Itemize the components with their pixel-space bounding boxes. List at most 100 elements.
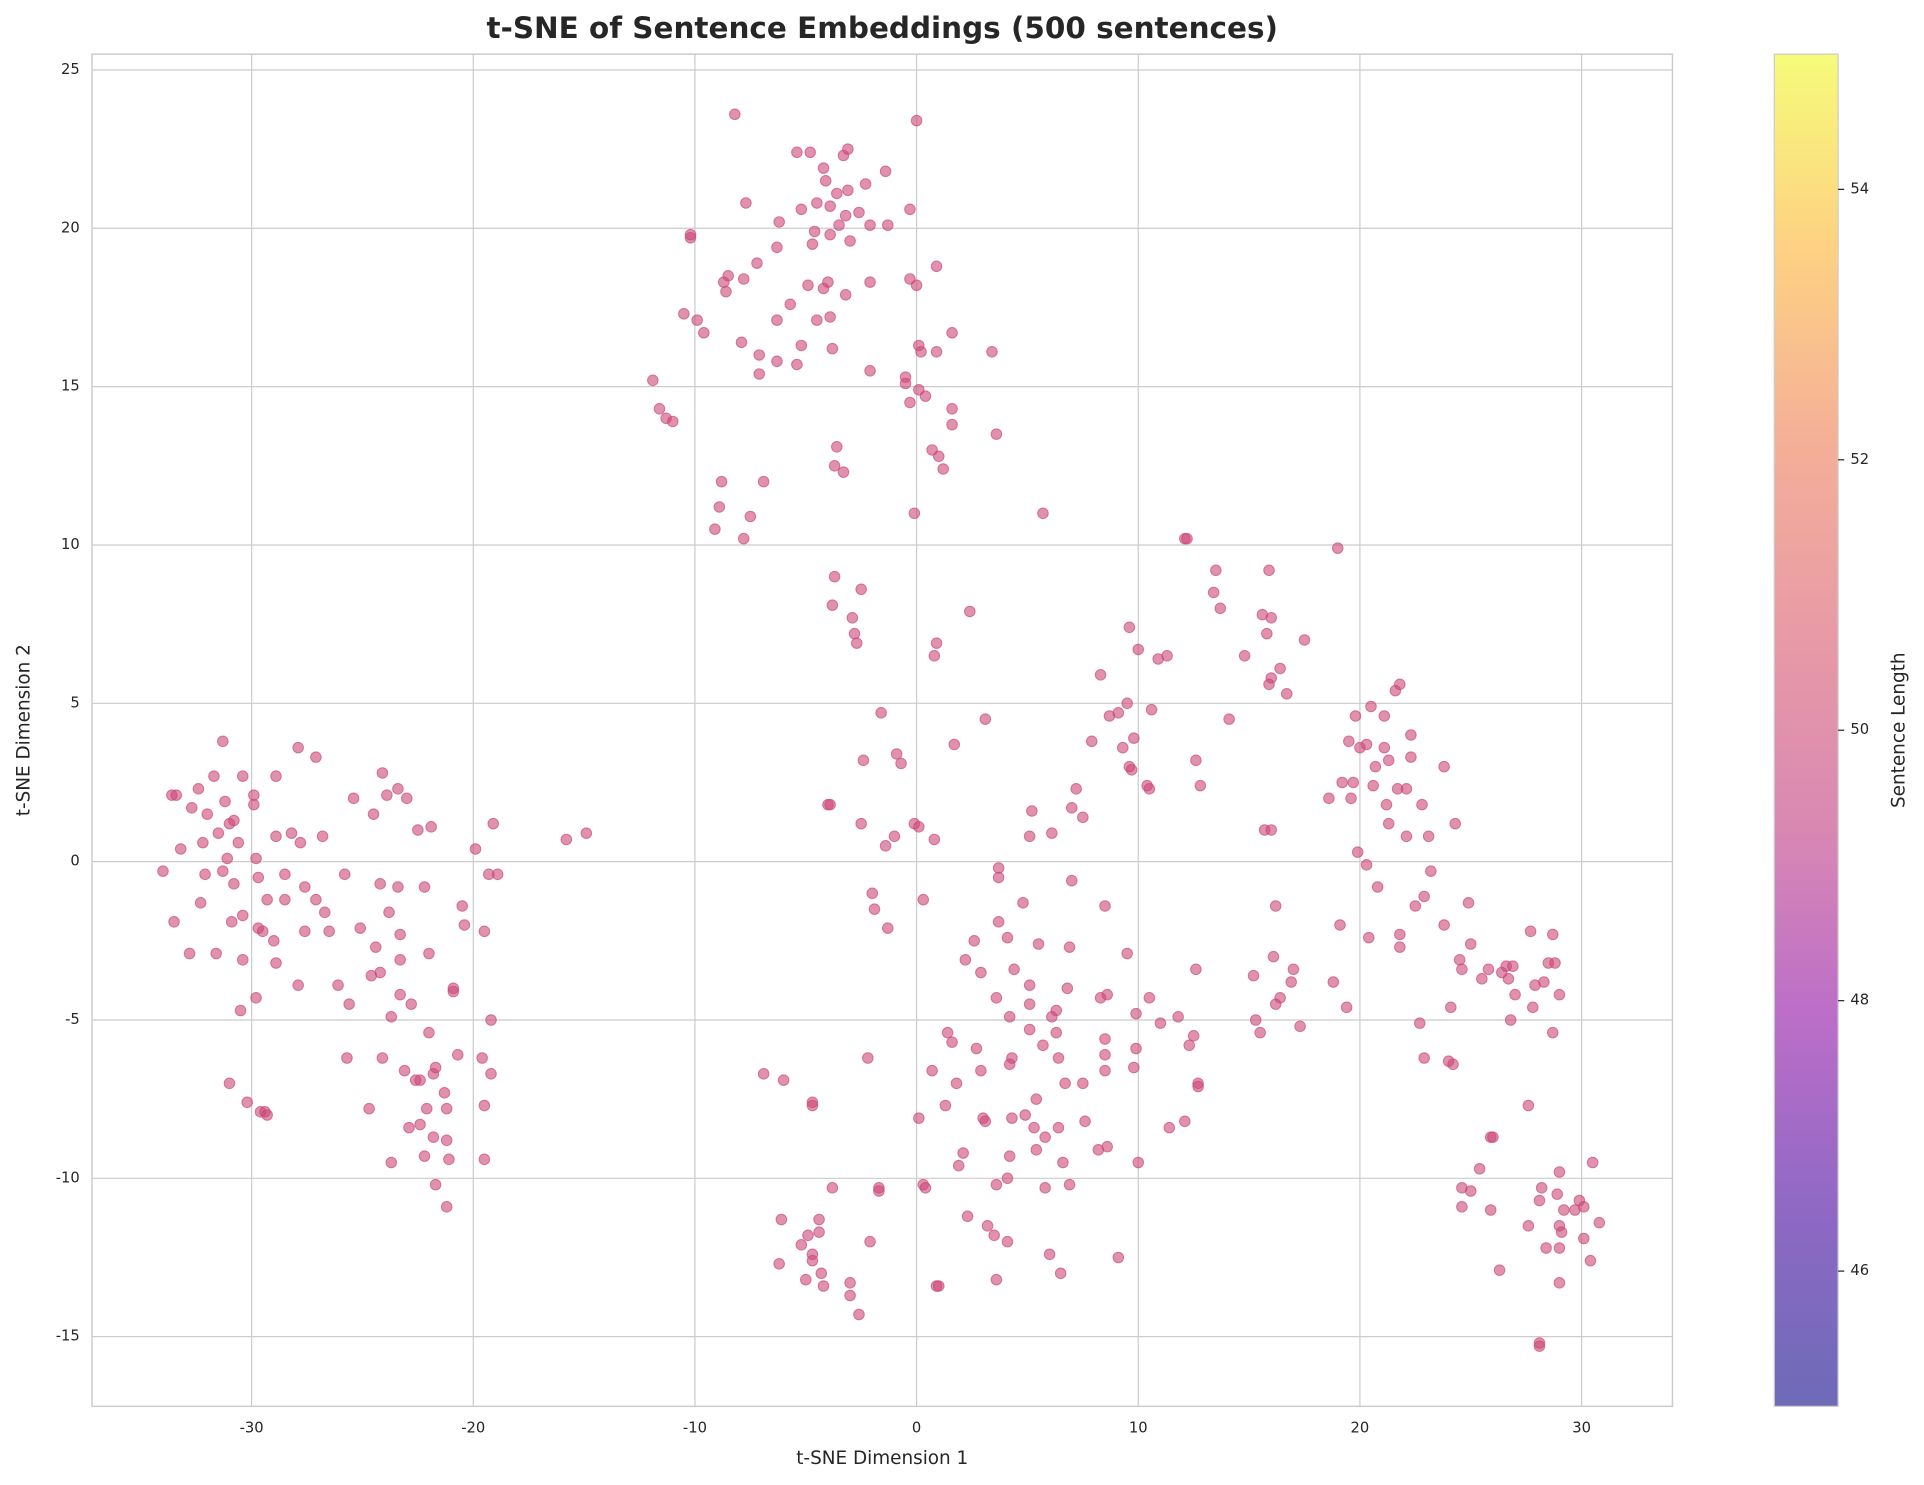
point: [917, 893, 930, 906]
point: [1502, 973, 1515, 985]
point: [443, 1153, 455, 1166]
point: [392, 783, 404, 795]
point: [1445, 1001, 1457, 1014]
point: [354, 922, 367, 934]
x-tick-label: -30: [240, 1419, 264, 1436]
point: [174, 843, 187, 855]
point: [1553, 1277, 1566, 1289]
x-tick-label: 20: [1351, 1419, 1370, 1436]
point: [194, 897, 207, 909]
point: [990, 1178, 1003, 1191]
colorbar-tick-label: 50: [1850, 721, 1869, 738]
point: [771, 314, 783, 326]
point: [1003, 1150, 1016, 1162]
point: [882, 922, 894, 934]
point: [1079, 1115, 1091, 1128]
point: [225, 916, 238, 928]
point: [201, 808, 214, 820]
point: [713, 501, 726, 513]
point: [1128, 732, 1140, 744]
point: [1121, 697, 1133, 710]
point: [875, 707, 887, 719]
point: [890, 748, 903, 760]
point: [1132, 643, 1145, 656]
point: [1187, 1030, 1200, 1042]
point: [418, 1150, 431, 1162]
point: [491, 868, 504, 881]
point: [773, 1258, 785, 1270]
point: [1351, 846, 1364, 858]
grid: [92, 54, 1673, 1407]
point: [1143, 783, 1156, 795]
point: [310, 751, 322, 763]
point: [1369, 760, 1382, 773]
point: [1181, 532, 1193, 545]
point: [826, 599, 839, 611]
point: [219, 795, 231, 808]
point: [928, 650, 941, 662]
point: [1425, 865, 1437, 877]
point: [879, 840, 892, 852]
y-tick-label: 25: [61, 61, 80, 78]
point: [469, 843, 482, 855]
point: [1418, 890, 1430, 903]
point: [478, 925, 491, 938]
point: [813, 1226, 825, 1238]
point: [270, 770, 282, 782]
point: [831, 187, 843, 200]
y-tick-label: -15: [56, 1328, 80, 1345]
colorbar-tick-label: 54: [1850, 180, 1869, 197]
point: [930, 260, 943, 273]
point: [1059, 1077, 1071, 1090]
point: [1540, 1242, 1552, 1254]
point: [968, 935, 980, 947]
point: [720, 285, 732, 298]
point: [429, 1061, 442, 1074]
point: [882, 219, 894, 231]
point: [440, 1102, 453, 1115]
point: [316, 830, 329, 843]
point: [979, 713, 992, 725]
point: [1192, 1077, 1204, 1090]
point: [228, 814, 240, 827]
point: [1584, 1254, 1597, 1267]
point: [248, 798, 260, 811]
point: [864, 365, 876, 377]
point: [855, 817, 867, 830]
point: [1125, 764, 1138, 776]
point: [988, 1229, 1000, 1242]
point: [740, 197, 752, 209]
point: [478, 1153, 491, 1166]
point: [279, 868, 291, 881]
point: [1183, 1039, 1196, 1052]
point: [928, 833, 941, 846]
point: [383, 906, 395, 919]
point: [1287, 963, 1300, 976]
point: [208, 770, 220, 782]
point: [946, 1036, 958, 1048]
point: [1551, 1188, 1563, 1200]
colorbar: [1774, 54, 1839, 1407]
point: [775, 1213, 788, 1226]
point: [338, 868, 351, 881]
point: [1023, 979, 1036, 991]
point: [168, 916, 180, 928]
point: [270, 957, 282, 969]
point: [1267, 950, 1280, 963]
point: [667, 415, 679, 428]
point: [1323, 792, 1335, 805]
point: [1179, 1115, 1191, 1128]
point: [236, 770, 249, 782]
point: [1533, 1194, 1546, 1207]
point: [485, 1068, 497, 1080]
point: [1006, 1112, 1018, 1124]
point: [1028, 1121, 1040, 1134]
point: [1223, 713, 1235, 725]
point: [1327, 976, 1340, 988]
y-tick-label: 15: [61, 378, 80, 395]
point: [1063, 941, 1076, 953]
point: [864, 219, 876, 231]
point: [420, 1102, 433, 1115]
point: [261, 893, 273, 906]
point: [1555, 1226, 1568, 1238]
